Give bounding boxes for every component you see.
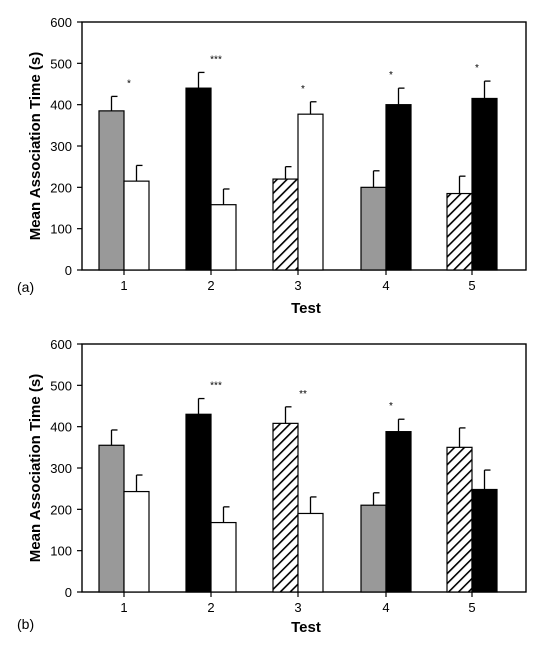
bar <box>360 186 387 271</box>
bar <box>98 444 125 593</box>
x-tick-label: 4 <box>382 278 389 293</box>
panel-label: (a) <box>17 279 34 295</box>
x-tick-label: 3 <box>294 278 301 293</box>
x-axis-title: Test <box>291 300 321 317</box>
y-tick-label: 200 <box>50 502 72 517</box>
y-tick-label: 0 <box>65 263 72 278</box>
y-tick-label: 600 <box>50 337 72 352</box>
y-tick-label: 200 <box>50 180 72 195</box>
y-tick-label: 100 <box>50 544 72 559</box>
y-tick-label: 300 <box>50 139 72 154</box>
bar <box>446 192 473 271</box>
significance-marker: * <box>475 63 479 74</box>
bar <box>210 204 237 271</box>
y-axis-title: Mean Association Time (s) <box>27 374 44 562</box>
bar <box>123 490 150 593</box>
significance-marker: * <box>389 70 393 81</box>
y-tick-label: 0 <box>65 585 72 600</box>
x-tick-label: 1 <box>120 278 127 293</box>
significance-marker: *** <box>210 54 222 65</box>
x-axis-title: Test <box>291 619 321 636</box>
x-tick-label: 4 <box>382 600 389 615</box>
bar <box>360 504 387 593</box>
x-tick-label: 3 <box>294 600 301 615</box>
bar <box>471 97 498 271</box>
significance-marker: * <box>301 84 305 95</box>
bar <box>185 87 212 271</box>
x-tick-label: 2 <box>207 600 214 615</box>
bar <box>185 413 212 593</box>
significance-marker: *** <box>210 381 222 392</box>
bar <box>297 113 324 271</box>
x-tick-label: 1 <box>120 600 127 615</box>
y-tick-label: 100 <box>50 222 72 237</box>
bar <box>98 110 125 271</box>
y-axis-title: Mean Association Time (s) <box>27 52 44 240</box>
y-tick-label: 300 <box>50 461 72 476</box>
bar <box>272 178 299 271</box>
significance-marker: ** <box>299 389 307 400</box>
x-tick-label: 5 <box>468 600 475 615</box>
bar <box>272 422 299 593</box>
y-tick-label: 400 <box>50 98 72 113</box>
bar <box>385 431 412 593</box>
y-tick-label: 500 <box>50 378 72 393</box>
significance-marker: * <box>127 78 131 89</box>
x-tick-label: 2 <box>207 278 214 293</box>
panel-label: (b) <box>17 616 34 632</box>
significance-marker: * <box>389 401 393 412</box>
y-tick-label: 600 <box>50 15 72 30</box>
bar <box>123 180 150 271</box>
bar <box>385 104 412 271</box>
bar <box>471 488 498 593</box>
bar <box>297 512 324 593</box>
y-tick-label: 500 <box>50 56 72 71</box>
y-tick-label: 400 <box>50 420 72 435</box>
bar <box>446 446 473 593</box>
x-tick-label: 5 <box>468 278 475 293</box>
bar <box>210 521 237 593</box>
